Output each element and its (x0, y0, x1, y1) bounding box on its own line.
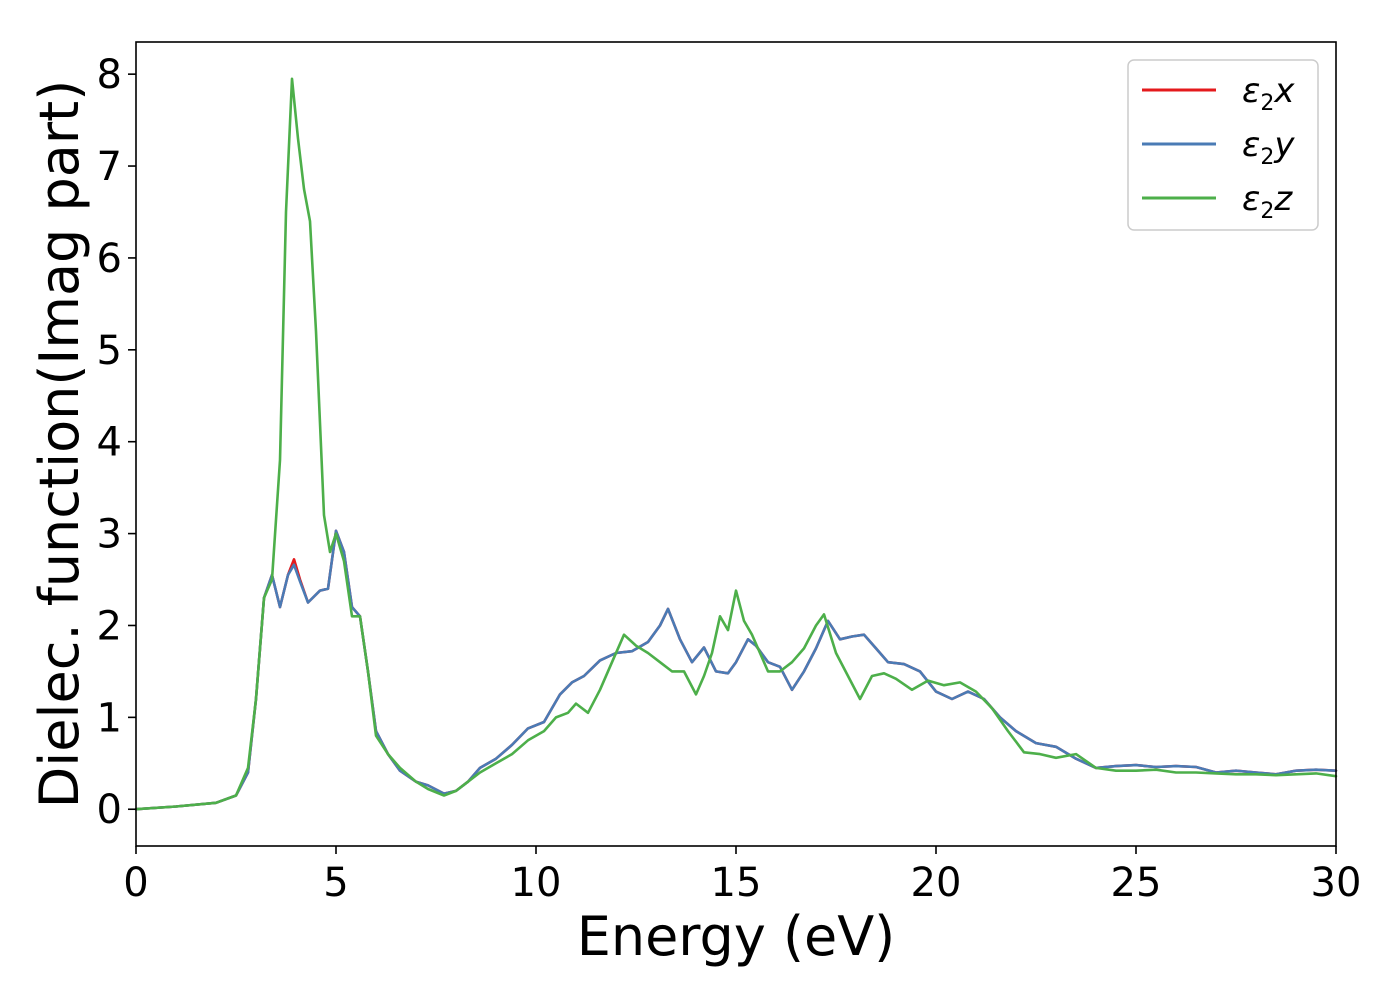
y-axis-title: Dielec. function(Imag part) (28, 80, 91, 809)
legend-label-x: ε2x (1242, 71, 1295, 116)
y-tick-label: 4 (97, 420, 122, 466)
legend-box (1127, 59, 1319, 231)
y-tick-label: 5 (97, 328, 122, 374)
x-tick-label: 15 (711, 860, 762, 906)
y-tick-label: 0 (97, 787, 122, 833)
legend-label-z: ε2z (1242, 179, 1293, 224)
series-line-z (134, 77, 1338, 811)
x-tick-label: 20 (911, 860, 962, 906)
x-tick-label: 10 (511, 860, 562, 906)
legend: ε2x ε2y ε2z (1127, 59, 1319, 231)
x-axis-ticks: 0 5 10 15 20 25 30 (123, 846, 1361, 906)
y-tick-label: 7 (97, 144, 122, 190)
x-tick-label: 5 (323, 860, 348, 906)
y-tick-label: 2 (97, 603, 122, 649)
x-tick-label: 30 (1311, 860, 1362, 906)
legend-label-y: ε2y (1242, 125, 1295, 170)
y-tick-label: 8 (97, 52, 122, 98)
series-layer (134, 77, 1338, 811)
x-axis-title: Energy (eV) (577, 905, 896, 968)
y-tick-label: 3 (97, 512, 122, 558)
x-tick-label: 0 (123, 860, 148, 906)
x-tick-label: 25 (1111, 860, 1162, 906)
y-axis-ticks: 0 1 2 3 4 5 6 7 8 (97, 52, 136, 833)
y-tick-label: 6 (97, 236, 122, 282)
series-line-y (134, 529, 1338, 811)
y-tick-label: 1 (97, 695, 122, 741)
